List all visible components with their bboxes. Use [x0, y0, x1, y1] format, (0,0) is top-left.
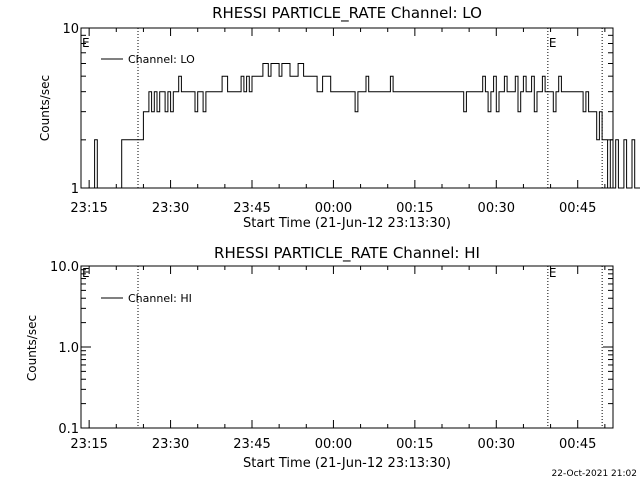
plot-area-frame — [80, 27, 614, 189]
x-tick-label: 23:45 — [233, 201, 270, 216]
x-tick-label: 23:30 — [152, 201, 189, 216]
x-tick-label: 00:45 — [559, 437, 596, 452]
x-tick-label: 00:45 — [559, 201, 596, 216]
event-marker-label: E — [82, 36, 90, 50]
x-ticks: 23:15 23:30 23:45 00:00 00:15 00:30 00:45 — [70, 266, 606, 452]
panel-hi: RHESSI PARTICLE_RATE Channel: HI Counts/… — [25, 244, 614, 471]
event-marker-label: E — [549, 36, 557, 50]
x-tick-label: 23:15 — [70, 201, 107, 216]
x-tick-label: 00:00 — [315, 437, 352, 452]
chart-title: RHESSI PARTICLE_RATE Channel: LO — [212, 4, 482, 23]
y-axis-label: Counts/sec — [38, 75, 52, 141]
event-marker-label: E — [549, 266, 557, 280]
x-tick-label: 23:30 — [152, 437, 189, 452]
x-axis-label: Start Time (21-Jun-12 23:13:30) — [243, 456, 451, 471]
x-tick-label: 00:30 — [478, 201, 515, 216]
footer-timestamp: 22-Oct-2021 21:02 — [552, 469, 637, 479]
x-tick-label: 00:00 — [315, 201, 352, 216]
y-tick-label: 1.0 — [58, 341, 79, 356]
x-tick-label: 00:15 — [396, 437, 433, 452]
x-tick-label: 23:45 — [233, 437, 270, 452]
legend-label: Channel: LO — [128, 53, 195, 66]
event-marker-label: E — [82, 266, 90, 280]
chart-title: RHESSI PARTICLE_RATE Channel: HI — [214, 244, 480, 263]
y-ticks: 1 10 — [62, 22, 613, 197]
y-tick-label: 10.0 — [50, 260, 79, 275]
x-ticks: 23:15 23:30 23:45 00:00 00:15 00:30 00:45 — [70, 28, 606, 216]
legend: Channel: HI — [101, 292, 192, 305]
y-tick-label: 1 — [71, 182, 79, 197]
y-ticks: 0.1 1.0 10.0 — [50, 260, 613, 437]
x-tick-label: 23:15 — [70, 437, 107, 452]
legend-label: Channel: HI — [128, 292, 192, 305]
series-line-lo — [81, 63, 640, 189]
y-tick-label: 0.1 — [58, 422, 79, 437]
legend: Channel: LO — [101, 53, 195, 66]
panel-lo: RHESSI PARTICLE_RATE Channel: LO Counts/… — [38, 4, 640, 231]
y-tick-label: 10 — [62, 22, 79, 37]
x-tick-label: 00:15 — [396, 201, 433, 216]
y-axis-label: Counts/sec — [25, 315, 39, 381]
x-axis-label: Start Time (21-Jun-12 23:13:30) — [243, 216, 451, 231]
x-tick-label: 00:30 — [478, 437, 515, 452]
